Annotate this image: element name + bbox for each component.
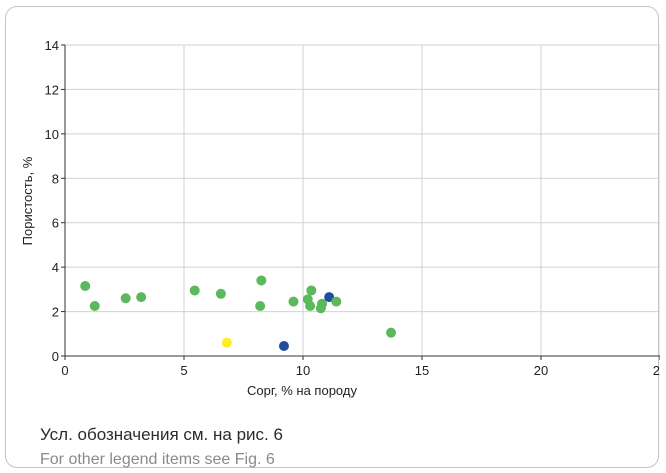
x-tick-label: 5 — [180, 363, 187, 378]
data-point — [288, 296, 299, 307]
data-point — [120, 293, 131, 304]
axes — [61, 44, 660, 360]
x-tick-labels: 0 5 10 15 20 25 — [61, 363, 660, 378]
x-tick-label: 25 — [653, 363, 660, 378]
y-tick-label: 14 — [45, 38, 59, 53]
data-point — [306, 285, 317, 296]
data-point — [89, 301, 100, 312]
y-tick-label: 6 — [52, 216, 59, 231]
data-point — [221, 337, 232, 348]
y-tick-label: 4 — [52, 260, 59, 275]
scatter-chart: 0 5 10 15 20 25 0 2 4 6 8 10 12 14 Сорг, % на породу… — [20, 38, 660, 398]
data-point — [324, 292, 335, 303]
y-tick-label: 12 — [45, 82, 59, 97]
data-point — [317, 298, 328, 309]
x-tick-label: 0 — [61, 363, 68, 378]
data-point — [256, 275, 267, 286]
data-point — [331, 296, 342, 307]
data-point — [80, 281, 91, 292]
x-tick-label: 20 — [534, 363, 548, 378]
caption-english: For other legend items see Fig. 6 — [40, 451, 275, 468]
data-point — [255, 301, 266, 312]
x-axis-label: Сорг, % на породу — [247, 383, 357, 398]
data-points — [80, 275, 397, 352]
data-point — [136, 292, 147, 303]
x-tick-label: 10 — [296, 363, 310, 378]
data-point — [278, 341, 289, 352]
y-axis-label: Пористость, % — [20, 156, 35, 245]
caption-russian: Усл. обозначения см. на рис. 6 — [40, 425, 283, 444]
data-point — [386, 327, 397, 338]
y-tick-label: 0 — [52, 349, 59, 364]
y-tick-label: 2 — [52, 305, 59, 320]
figure-frame: 0 5 10 15 20 25 0 2 4 6 8 10 12 14 Сорг, % на породу… — [5, 6, 660, 468]
data-point — [215, 288, 226, 299]
x-tick-label: 15 — [415, 363, 429, 378]
data-point — [305, 301, 316, 312]
data-point — [189, 285, 200, 296]
y-tick-label: 10 — [45, 127, 59, 142]
y-tick-labels: 0 2 4 6 8 10 12 14 — [45, 38, 59, 364]
grid-lines — [65, 44, 660, 356]
y-tick-label: 8 — [52, 171, 59, 186]
